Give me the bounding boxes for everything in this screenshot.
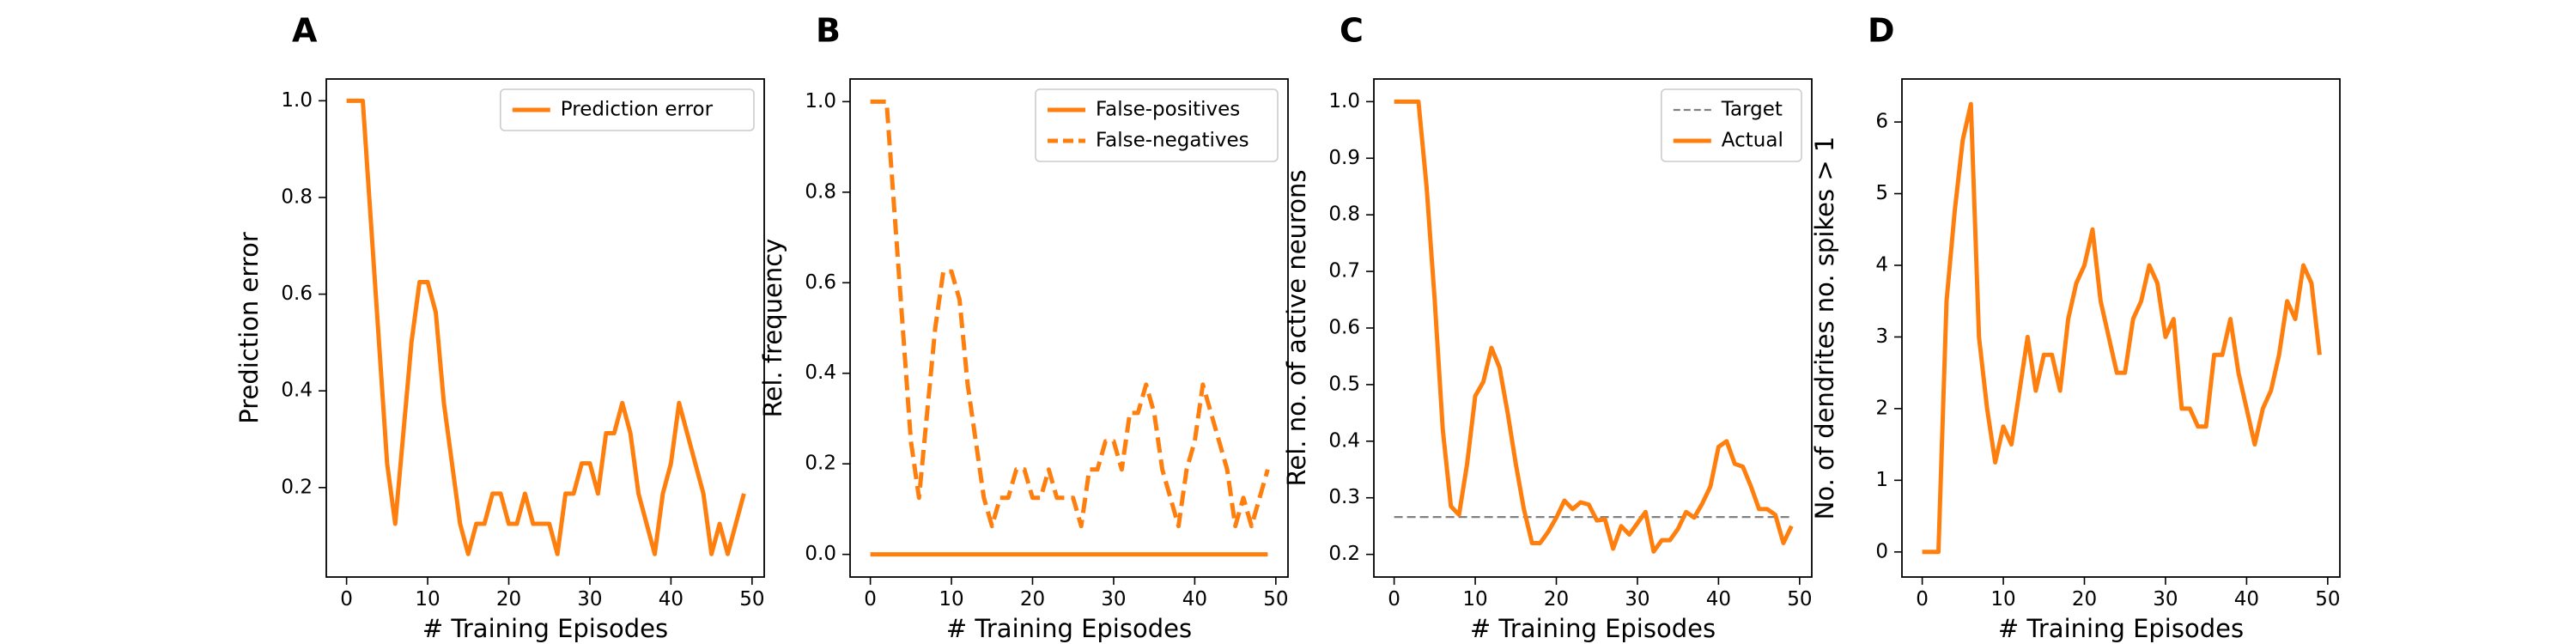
- x-tick-label: 20: [496, 588, 521, 611]
- y-tick-label: 0.4: [1328, 429, 1360, 452]
- y-tick-label: 0.3: [1328, 486, 1360, 508]
- x-axis-label: # Training Episodes: [422, 614, 668, 643]
- y-tick-label: 0.2: [805, 453, 836, 475]
- y-tick-label: 0.8: [281, 185, 313, 208]
- y-tick-label: 4: [1875, 253, 1888, 276]
- x-tick-label: 0: [864, 588, 877, 611]
- x-tick-label: 0: [1916, 588, 1929, 611]
- y-tick-label: 0.6: [281, 283, 313, 305]
- x-tick-label: 30: [2153, 588, 2178, 611]
- y-tick-label: 0.8: [805, 180, 836, 203]
- y-tick-label: 0.7: [1328, 260, 1360, 283]
- y-tick-label: 1.0: [281, 89, 313, 112]
- y-tick-label: 0.0: [805, 543, 836, 565]
- x-tick-label: 20: [1020, 588, 1045, 611]
- legend-box: [499, 88, 755, 131]
- x-tick-label: 40: [659, 588, 683, 611]
- panel-letter: C: [1340, 12, 1364, 50]
- x-tick-label: 30: [577, 588, 602, 611]
- x-tick-label: 50: [2315, 588, 2340, 611]
- y-tick-label: 1.0: [1328, 90, 1360, 112]
- legend-entry: False-positives: [1096, 99, 1240, 121]
- y-tick-label: 0.6: [805, 271, 836, 294]
- x-tick-label: 10: [939, 588, 963, 611]
- x-tick-label: 10: [1990, 588, 2015, 611]
- panel-b: B 0 10 20 30 40 50 0.0 0.2 0.4 0.6 0.8 1.0 # Training…: [758, 12, 1289, 643]
- plot-frame: [325, 78, 765, 578]
- x-tick-label: 50: [1263, 588, 1288, 611]
- y-tick-label: 0.9: [1328, 147, 1360, 169]
- y-tick-label: 0.8: [1328, 204, 1360, 226]
- x-tick-label: 50: [739, 588, 764, 611]
- y-tick-label: 0.2: [1328, 543, 1360, 565]
- y-tick-label: 6: [1875, 111, 1888, 133]
- y-tick-label: 1: [1875, 469, 1888, 491]
- legend: Prediction error: [499, 88, 755, 131]
- y-tick-label: 0.2: [281, 476, 313, 498]
- legend: Target Actual: [1661, 88, 1802, 162]
- x-tick-label: 30: [1625, 588, 1649, 611]
- panel-d: D 0 10 20 30 40 50 0 1 2 3 4 5 6 # Training Episodes No…: [1810, 12, 2341, 643]
- panel-a: A 0 10 20 30 40 50 0.2 0.4 0.6 0.8 1.0 # Training Ep…: [234, 12, 765, 643]
- y-tick-label: 0.5: [1328, 373, 1360, 395]
- x-tick-label: 50: [1787, 588, 1812, 611]
- x-tick-label: 0: [1388, 588, 1400, 611]
- plot-frame: [849, 78, 1289, 578]
- legend-entry: Target: [1721, 99, 1783, 121]
- x-tick-label: 40: [2234, 588, 2259, 611]
- panel-letter: A: [292, 12, 318, 50]
- plot-frame: [1901, 78, 2341, 578]
- x-tick-label: 40: [1182, 588, 1207, 611]
- y-axis-label: No. of dendrites no. spikes > 1: [1810, 137, 1839, 520]
- x-tick-label: 10: [415, 588, 440, 611]
- y-axis-label: Prediction error: [234, 232, 264, 424]
- y-tick-label: 0.4: [805, 361, 836, 384]
- panel-c: C 0 10 20 30 40 50 0.2 0.3 0.4 0.5 0.6 0.7 0.8 0.9 1.0 #…: [1282, 12, 1813, 643]
- x-axis-label: # Training Episodes: [946, 614, 1192, 643]
- y-axis-label: Rel. no. of active neurons: [1282, 170, 1311, 487]
- x-tick-label: 20: [1544, 588, 1569, 611]
- x-tick-label: 0: [340, 588, 353, 611]
- series-line-false-negatives: [870, 99, 1270, 529]
- x-tick-label: 30: [1101, 588, 1126, 611]
- legend-entry: Prediction error: [561, 99, 714, 121]
- series-line-prediction-error: [346, 98, 746, 556]
- legend-entry: False-negatives: [1096, 130, 1249, 152]
- legend: False-positives False-negatives: [1035, 88, 1279, 162]
- x-axis-label: # Training Episodes: [1998, 614, 2244, 643]
- series-line-1: [1922, 101, 2322, 555]
- y-tick-label: 2: [1875, 397, 1888, 419]
- panel-letter: B: [816, 12, 841, 50]
- y-axis-label: Rel. frequency: [758, 239, 787, 418]
- x-tick-label: 10: [1462, 588, 1487, 611]
- y-tick-label: 0: [1875, 540, 1888, 562]
- series-line-actual: [1394, 99, 1794, 554]
- plot-frame: [1373, 78, 1813, 578]
- legend-box: [1661, 88, 1802, 162]
- x-axis-label: # Training Episodes: [1470, 614, 1716, 643]
- legend-box: [1035, 88, 1279, 162]
- y-tick-label: 0.4: [281, 380, 313, 402]
- y-tick-label: 1.0: [805, 90, 836, 112]
- x-tick-label: 40: [1706, 588, 1731, 611]
- x-tick-label: 20: [2072, 588, 2097, 611]
- y-tick-label: 3: [1875, 325, 1888, 348]
- panel-letter: D: [1868, 12, 1895, 50]
- y-tick-label: 5: [1875, 182, 1888, 204]
- legend-entry: Actual: [1722, 130, 1783, 152]
- y-tick-label: 0.6: [1328, 317, 1360, 339]
